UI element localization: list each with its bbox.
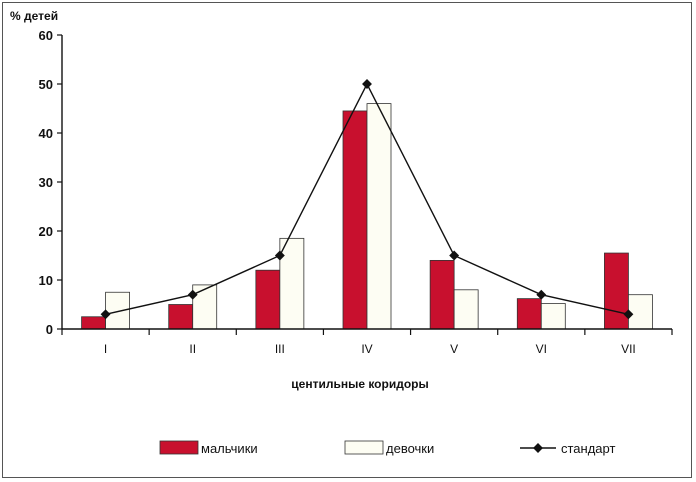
bar-boys — [342, 110, 368, 330]
bar-boys — [516, 298, 542, 330]
standard-point — [362, 79, 372, 89]
x-category-label: II — [189, 342, 196, 356]
standard-point — [187, 289, 198, 300]
y-tick-label: 50 — [39, 77, 53, 92]
legend: мальчики девочки стандарт — [159, 440, 615, 456]
standard-point — [449, 250, 460, 261]
bars-layer — [81, 103, 653, 330]
legend-label-standard: стандарт — [561, 441, 615, 456]
bar-boys — [168, 304, 194, 330]
y-tick-label: 10 — [39, 273, 53, 288]
bar-boys — [255, 269, 281, 330]
y-tick-label: 30 — [39, 175, 53, 190]
bar-girls — [453, 289, 479, 330]
y-tick-label: 0 — [46, 322, 53, 337]
y-tick-label: 40 — [39, 126, 53, 141]
legend-label-girls: девочки — [386, 441, 434, 456]
bar-girls — [279, 237, 305, 330]
x-axis-title: центильные коридоры — [291, 377, 428, 391]
bar-girls — [628, 294, 653, 330]
x-category-label: VII — [621, 342, 636, 356]
standard-point — [623, 309, 634, 320]
bar-boys — [429, 259, 455, 330]
legend-label-boys: мальчики — [201, 441, 258, 456]
x-category-label: V — [450, 342, 458, 356]
standard-point — [536, 289, 547, 300]
x-category-label: VI — [536, 342, 547, 356]
bar-girls — [192, 284, 218, 330]
bar-girls — [105, 291, 130, 330]
legend-swatch-boys — [159, 440, 199, 455]
x-category-label: I — [104, 342, 107, 356]
y-tick-label: 20 — [39, 224, 53, 239]
x-category-label: III — [275, 342, 285, 356]
x-category-label: IV — [361, 342, 372, 356]
bar-girls — [366, 103, 392, 330]
y-tick-label: 60 — [39, 28, 53, 43]
legend-swatch-girls — [344, 440, 384, 455]
standard-point — [274, 250, 285, 261]
bar-girls — [540, 303, 566, 330]
legend-marker-standard — [533, 443, 543, 453]
bar-boys — [81, 316, 106, 330]
y-axis-title: % детей — [10, 9, 58, 23]
bar-boys — [604, 252, 629, 330]
